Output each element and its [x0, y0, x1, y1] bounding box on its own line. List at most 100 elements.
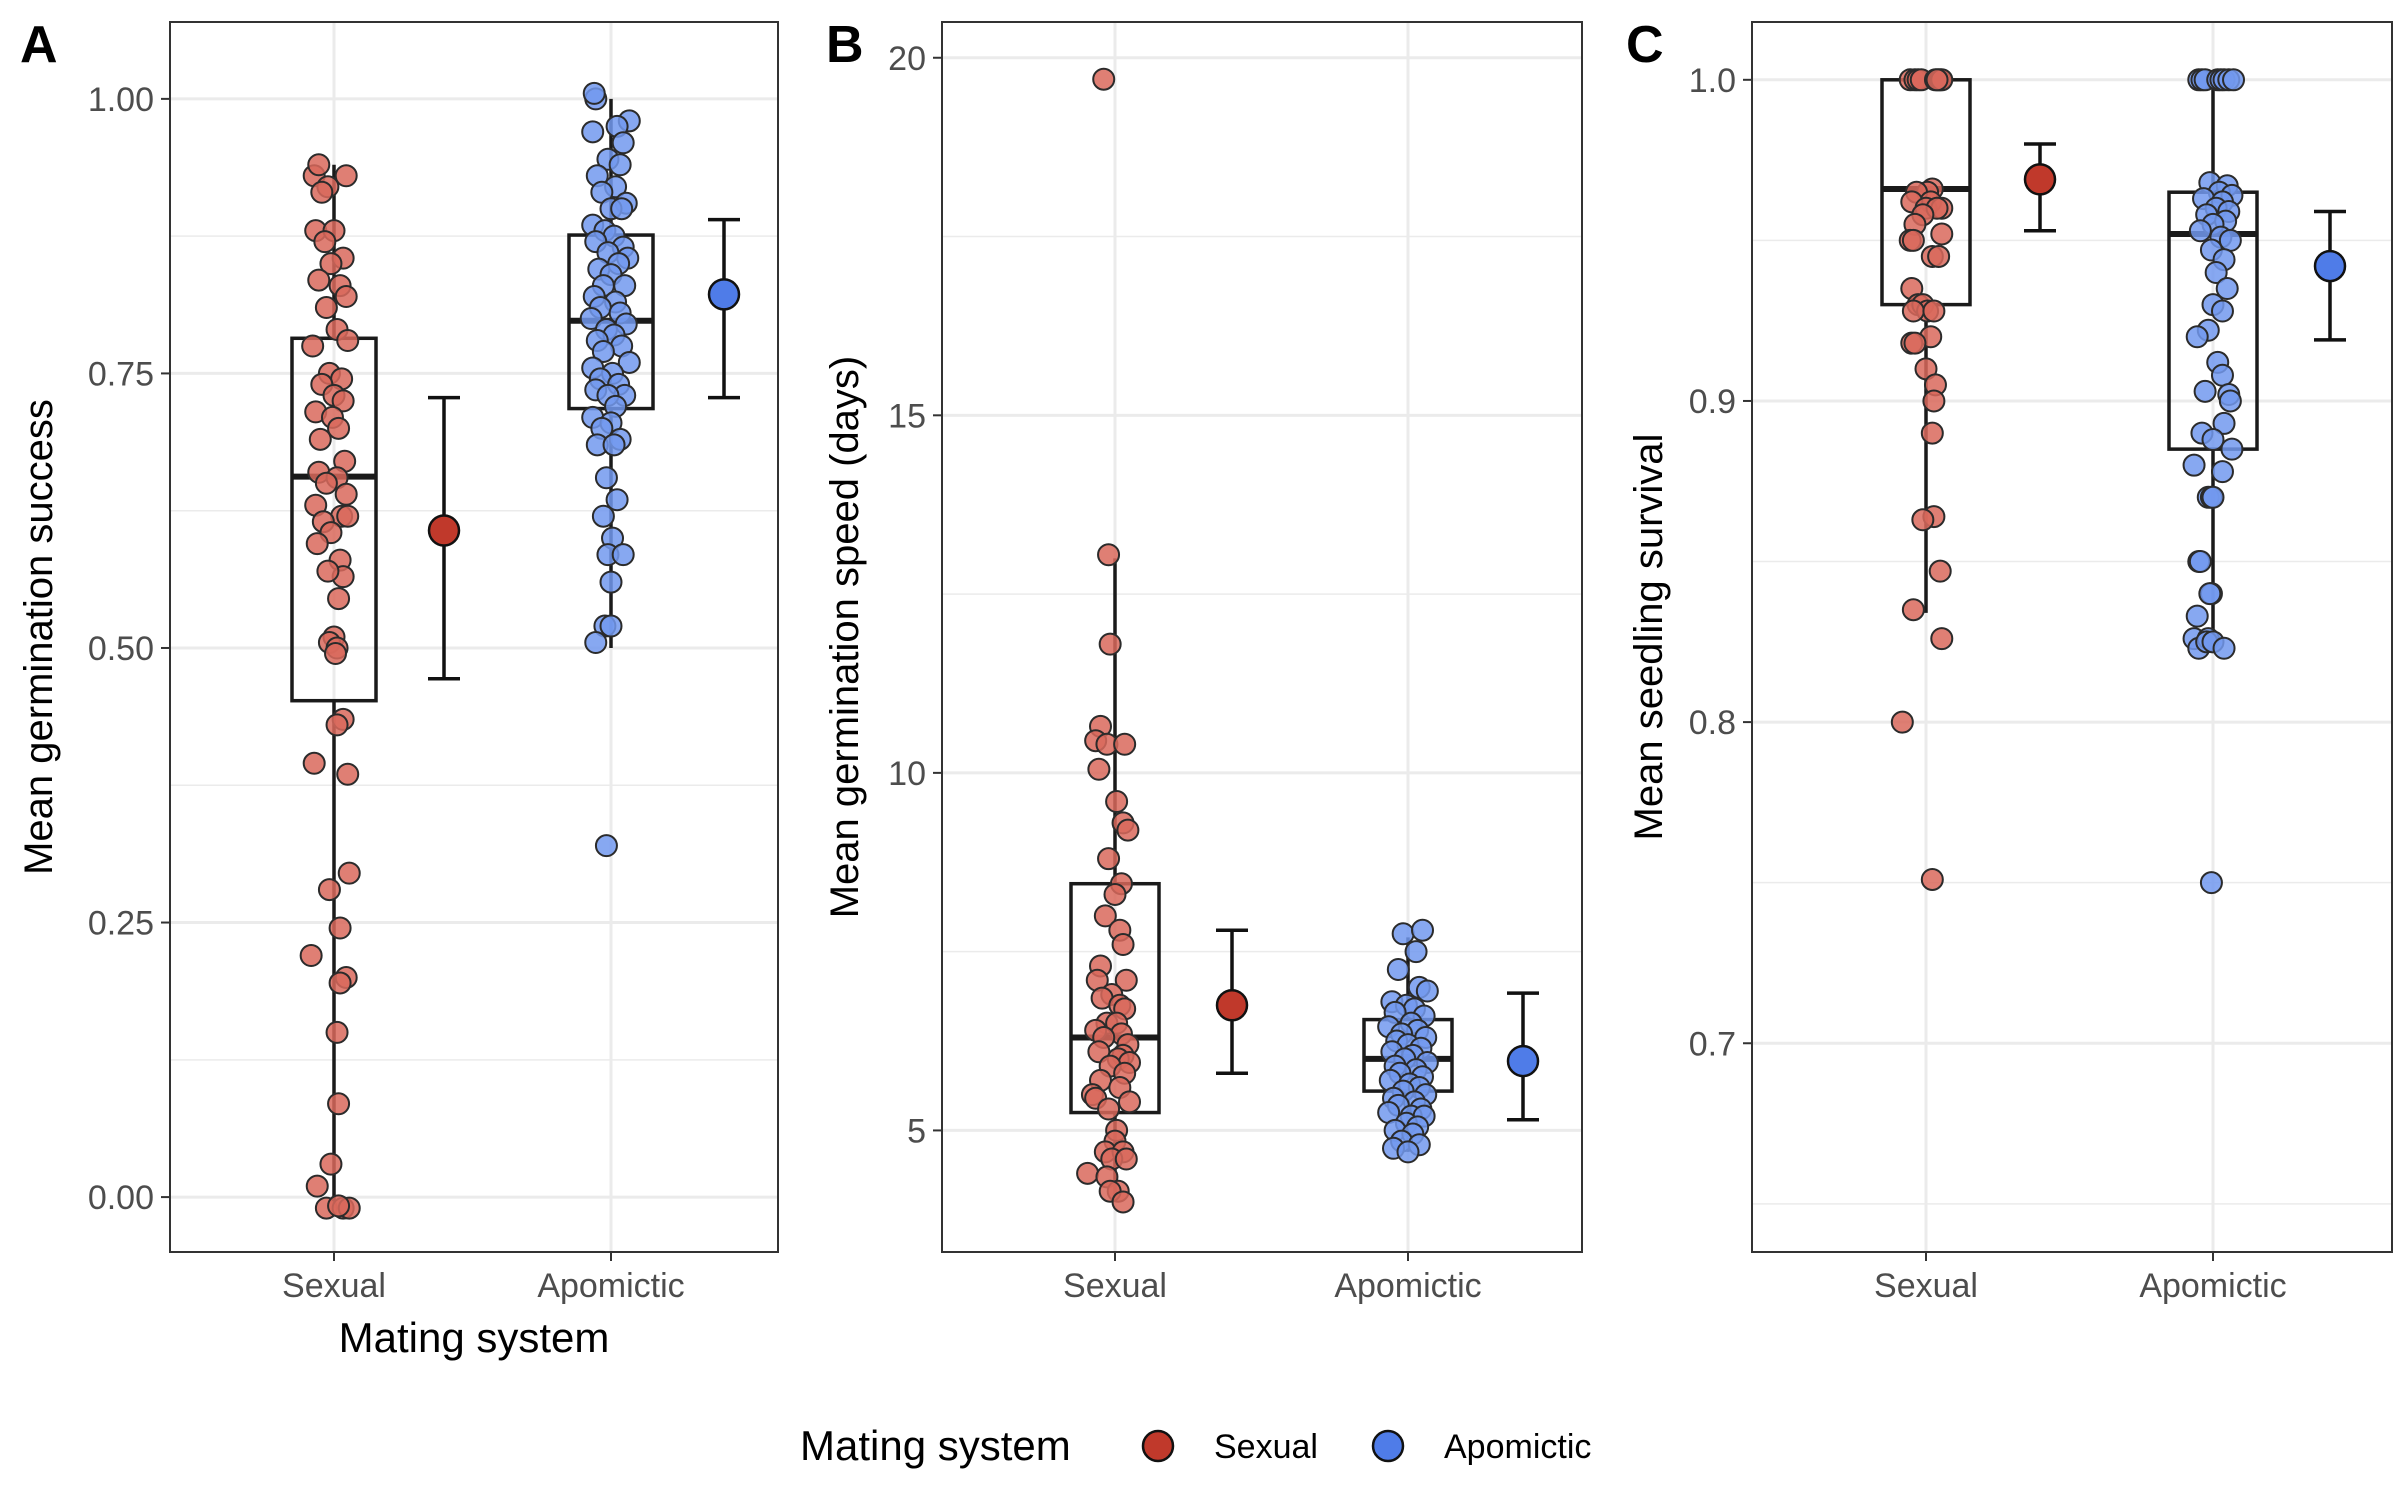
- y-tick-label: 0.75: [88, 355, 154, 393]
- point-sexual: [316, 559, 340, 583]
- panel-label: B: [826, 16, 864, 74]
- point-sexual: [1922, 299, 1946, 323]
- point-sexual: [331, 389, 355, 413]
- point-apomictic: [1415, 979, 1439, 1003]
- point-apomictic: [1386, 958, 1410, 982]
- point-sexual: [336, 762, 360, 786]
- point-sexual: [1114, 1147, 1138, 1171]
- legend-label-sexual: Sexual: [1214, 1428, 1318, 1466]
- point-apomictic: [2220, 437, 2244, 461]
- legend-title: Mating system: [800, 1422, 1071, 1469]
- point-apomictic: [2182, 453, 2206, 477]
- point-apomictic: [2188, 219, 2212, 243]
- x-tick-label: Sexual: [282, 1267, 386, 1305]
- point-sexual: [1116, 818, 1140, 842]
- point-apomictic: [599, 570, 623, 594]
- point-apomictic: [1396, 1140, 1420, 1164]
- point-apomictic: [2210, 363, 2234, 387]
- point-sexual: [308, 427, 332, 451]
- point-apomictic: [2185, 325, 2209, 349]
- legend-key-sexual: [1141, 1429, 1175, 1463]
- point-apomictic: [2204, 260, 2228, 284]
- point-apomictic: [2222, 68, 2246, 92]
- point-apomictic: [602, 433, 626, 457]
- point-sexual: [334, 164, 358, 188]
- point-apomictic: [617, 350, 641, 374]
- point-sexual: [1097, 543, 1121, 567]
- point-sexual: [1092, 67, 1116, 91]
- y-tick-label: 1.00: [88, 81, 154, 119]
- point-apomictics: [1377, 918, 1439, 1164]
- y-tick-label: 0.8: [1689, 704, 1736, 742]
- point-apomictic: [2212, 636, 2236, 660]
- y-tick-label: 0.7: [1689, 1025, 1736, 1063]
- plot-background: [942, 22, 1582, 1252]
- point-sexual: [1097, 1097, 1121, 1121]
- point-sexual: [328, 916, 352, 940]
- point-sexual: [302, 751, 326, 775]
- point-apomictic: [2201, 485, 2225, 509]
- x-axis-title: Mating system: [339, 1314, 610, 1361]
- point-apomictic: [610, 197, 634, 221]
- point-sexual: [1114, 968, 1138, 992]
- panel-label: A: [20, 16, 58, 74]
- point-apomictic: [2210, 299, 2234, 323]
- point-sexual: [317, 878, 341, 902]
- y-tick-label: 20: [888, 40, 926, 78]
- point-sexual: [1928, 559, 1952, 583]
- point-sexual: [307, 268, 331, 292]
- point-apomictic: [584, 630, 608, 654]
- point-sexual: [305, 532, 329, 556]
- mean-point: [2313, 249, 2347, 283]
- mean-apomictic: [707, 217, 741, 400]
- panel-b: 5 10 15 20 Sexual Apomictic Mean germination s…: [823, 16, 1583, 1305]
- point-sexual: [310, 180, 334, 204]
- mean-point: [427, 514, 461, 547]
- y-tick-label: 0.9: [1689, 383, 1736, 421]
- point-sexual: [305, 1174, 329, 1198]
- mean-apomictic: [2313, 209, 2347, 342]
- point-sexual: [1901, 228, 1925, 252]
- point-sexual: [1920, 867, 1944, 891]
- point-apomictic: [2218, 228, 2242, 252]
- point-sexual: [325, 713, 349, 737]
- point-sexual: [307, 153, 331, 177]
- panel-border: [169, 21, 779, 1253]
- point-apomictic: [2185, 604, 2209, 628]
- x-tick-label: Sexual: [1874, 1267, 1978, 1305]
- point-apomictic: [594, 834, 618, 858]
- y-tick-label: 0.00: [88, 1179, 154, 1217]
- point-sexual: [314, 471, 338, 495]
- point-sexual: [319, 1152, 343, 1176]
- point-apomictic: [1404, 940, 1428, 964]
- point-sexuals: [299, 153, 361, 1220]
- point-sexual: [1113, 732, 1137, 756]
- point-sexual: [1087, 757, 1111, 781]
- point-apomictic: [2215, 277, 2239, 301]
- point-sexual: [299, 943, 323, 967]
- point-apomictic: [2198, 582, 2222, 606]
- point-apomictic: [591, 504, 615, 528]
- y-tick-label: 1.0: [1689, 62, 1736, 100]
- point-sexuals: [1890, 68, 1954, 891]
- point-sexual: [336, 504, 360, 528]
- point-apomictic: [2201, 427, 2225, 451]
- point-sexual: [1911, 508, 1935, 532]
- point-apomictic: [2199, 871, 2223, 895]
- point-sexuals: [1076, 67, 1142, 1214]
- point-sexual: [314, 296, 338, 320]
- y-tick-label: 15: [888, 397, 926, 435]
- point-apomictic: [2210, 460, 2234, 484]
- panel-a: 0.00 0.25 0.50 0.75 1.00 Sexual Apomictic Mean …: [17, 16, 779, 1361]
- point-apomictics: [579, 81, 641, 858]
- point-sexual: [327, 416, 351, 440]
- point-sexual: [319, 252, 343, 276]
- point-sexual: [334, 482, 358, 506]
- point-apomictic: [599, 614, 623, 638]
- point-apomictic: [591, 339, 615, 363]
- point-apomictic: [605, 488, 629, 512]
- point-sexual: [1098, 632, 1122, 656]
- legend-key-apomictic: [1371, 1429, 1405, 1463]
